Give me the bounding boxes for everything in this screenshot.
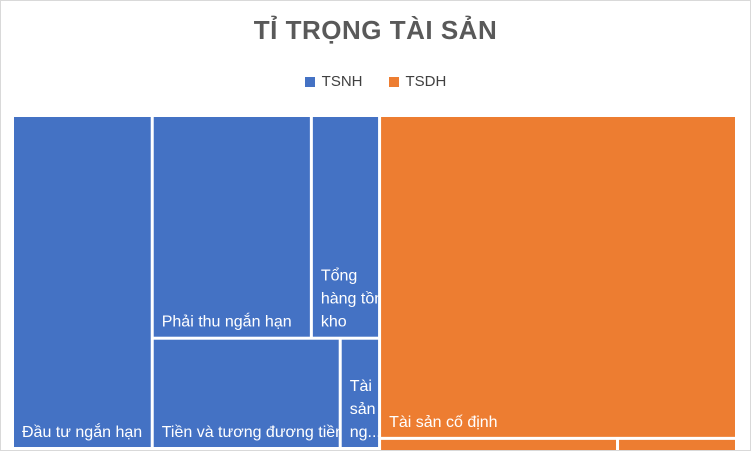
treemap-cell-dau-tu-ngan-han-label: Đầu tư ngắn hạn (22, 422, 142, 441)
legend-label-tsnh: TSNH (321, 73, 363, 90)
legend-item-tsdh: TSDH (388, 73, 447, 90)
treemap-cell-item-6 (381, 439, 617, 450)
legend-label-tsdh: TSDH (405, 73, 447, 90)
legend-item-tsnh: TSNH (304, 73, 363, 90)
treemap-cell-tai-san-co-dinh (381, 117, 735, 437)
treemap-cell-tai-san-co-dinh-label: Tài sản cố định (389, 414, 498, 431)
treemap-cell-tai-san-ng-label-line-2: ng... (350, 424, 381, 441)
treemap-cell-dau-tu-ngan-han (14, 117, 151, 447)
treemap-cell-tong-hang-ton-kho-label-line-2: kho (321, 314, 347, 331)
treemap-cell-tong-hang-ton-kho-label-line-0: Tổng (321, 267, 357, 285)
treemap-cell-tai-san-ng (341, 339, 379, 447)
treemap-cell-phai-thu-ngan-han (153, 117, 310, 337)
legend: TSNH TSDH (1, 73, 750, 90)
treemap-cell-item-7 (619, 439, 735, 450)
treemap-cell-tong-hang-ton-kho (312, 117, 379, 337)
treemap-cell-tai-san-ng-label-line-1: sản (350, 401, 376, 418)
legend-swatch-tsnh (304, 76, 315, 87)
chart-title: TỈ TRỌNG TÀI SẢN (253, 15, 498, 45)
treemap-cell-tai-san-ng-label-line-0: Tài (350, 378, 372, 395)
treemap-cell-tien-va-tuong-duong-tien (153, 339, 339, 447)
treemap-cell-phai-thu-ngan-han-label: Phải thu ngắn hạn (162, 312, 292, 331)
treemap-cell-tien-va-tuong-duong-tien-label: Tiền và tương đương tiền (162, 424, 344, 441)
legend-swatch-tsdh (388, 76, 399, 87)
treemap-cell-tong-hang-ton-kho-label-line-1: hàng tồn (321, 291, 383, 308)
